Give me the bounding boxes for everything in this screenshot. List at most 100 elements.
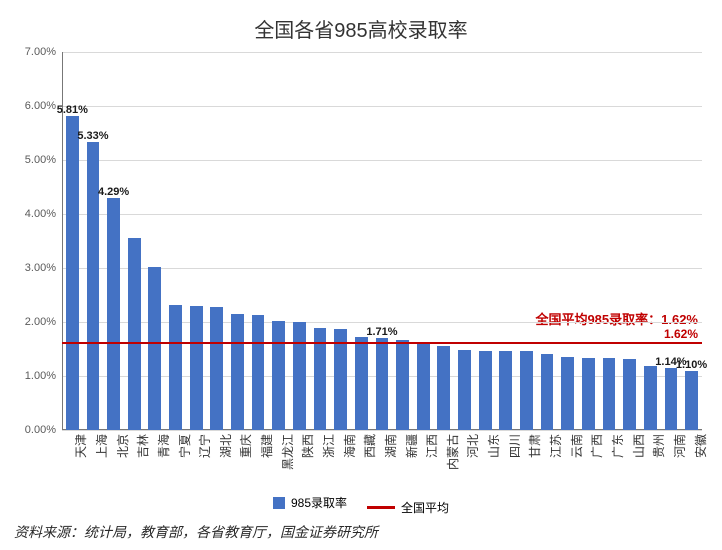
x-label-slot: 贵州 bbox=[640, 430, 661, 490]
bar-slot bbox=[578, 52, 599, 430]
y-tick-label: 6.00% bbox=[25, 100, 56, 112]
x-label-slot: 陕西 bbox=[289, 430, 310, 490]
bar-slot bbox=[413, 52, 434, 430]
x-label-slot: 云南 bbox=[557, 430, 578, 490]
bar-slot: 5.33% bbox=[83, 52, 104, 430]
x-label-slot: 辽宁 bbox=[186, 430, 207, 490]
x-label-slot: 山西 bbox=[619, 430, 640, 490]
x-label-slot: 江西 bbox=[413, 430, 434, 490]
y-tick-label: 0.00% bbox=[25, 424, 56, 436]
bar-slot bbox=[599, 52, 620, 430]
y-tick-label: 1.00% bbox=[25, 370, 56, 382]
bar bbox=[190, 306, 203, 430]
x-label-slot: 广东 bbox=[599, 430, 620, 490]
bar bbox=[231, 314, 244, 430]
plot-area: 5.81%5.33%4.29%1.71%1.14%1.10% 全国平均985录取… bbox=[62, 52, 702, 430]
gridline bbox=[62, 430, 702, 431]
bar-slot bbox=[495, 52, 516, 430]
bar-slot: 1.14% bbox=[661, 52, 682, 430]
x-label-slot: 内蒙古 bbox=[434, 430, 455, 490]
bar-slot bbox=[206, 52, 227, 430]
bar-slot bbox=[289, 52, 310, 430]
x-axis-labels: 天津上海北京吉林青海宁夏辽宁湖北重庆福建黑龙江陕西浙江海南西藏湖南新疆江西内蒙古… bbox=[62, 430, 702, 490]
x-label-slot: 四川 bbox=[495, 430, 516, 490]
bar bbox=[396, 340, 409, 430]
bar bbox=[128, 238, 141, 430]
bar-slot bbox=[330, 52, 351, 430]
bar-slot bbox=[557, 52, 578, 430]
bar-slot bbox=[124, 52, 145, 430]
x-label-slot: 安徽 bbox=[681, 430, 702, 490]
y-tick-label: 7.00% bbox=[25, 46, 56, 58]
bar bbox=[685, 371, 698, 430]
x-label-slot: 福建 bbox=[248, 430, 269, 490]
bar bbox=[293, 322, 306, 430]
chart-container: 全国各省985高校录取率 5.81%5.33%4.29%1.71%1.14%1.… bbox=[0, 0, 722, 550]
x-label-slot: 重庆 bbox=[227, 430, 248, 490]
bar bbox=[210, 307, 223, 430]
legend-item: 全国平均 bbox=[367, 499, 449, 516]
x-label-slot: 湖北 bbox=[206, 430, 227, 490]
bar bbox=[541, 354, 554, 430]
bar-slot bbox=[248, 52, 269, 430]
average-line bbox=[62, 342, 702, 344]
x-label-slot: 广西 bbox=[578, 430, 599, 490]
x-label-slot: 湖南 bbox=[372, 430, 393, 490]
bar-slot bbox=[186, 52, 207, 430]
source-citation: 资料来源：统计局，教育部，各省教育厅，国金证券研究所 bbox=[14, 522, 378, 542]
bar-slot bbox=[454, 52, 475, 430]
bar-slot: 1.10% bbox=[681, 52, 702, 430]
x-label-slot: 北京 bbox=[103, 430, 124, 490]
bar bbox=[169, 305, 182, 430]
x-label-slot: 河北 bbox=[454, 430, 475, 490]
bar bbox=[417, 343, 430, 430]
bar bbox=[644, 366, 657, 430]
bar bbox=[66, 116, 79, 430]
bar bbox=[334, 329, 347, 430]
y-tick-label: 3.00% bbox=[25, 262, 56, 274]
bar-slot bbox=[268, 52, 289, 430]
x-tick-label: 安徽 bbox=[692, 434, 709, 458]
bar bbox=[376, 338, 389, 430]
bar-slot: 4.29% bbox=[103, 52, 124, 430]
bar bbox=[582, 358, 595, 430]
bar-slot: 5.81% bbox=[62, 52, 83, 430]
x-label-slot: 山东 bbox=[475, 430, 496, 490]
bar-slot bbox=[310, 52, 331, 430]
bar bbox=[272, 321, 285, 430]
x-label-slot: 上海 bbox=[83, 430, 104, 490]
bar-slot bbox=[537, 52, 558, 430]
bar-slot bbox=[640, 52, 661, 430]
y-tick-label: 5.00% bbox=[25, 154, 56, 166]
x-label-slot: 海南 bbox=[330, 430, 351, 490]
bar bbox=[107, 198, 120, 430]
bar bbox=[148, 267, 161, 430]
x-label-slot: 河南 bbox=[661, 430, 682, 490]
bar bbox=[603, 358, 616, 430]
bar-slot bbox=[145, 52, 166, 430]
x-label-slot: 青海 bbox=[145, 430, 166, 490]
bar bbox=[479, 351, 492, 430]
bar bbox=[458, 350, 471, 430]
y-tick-label: 2.00% bbox=[25, 316, 56, 328]
legend-label: 985录取率 bbox=[291, 494, 347, 511]
y-tick-label: 4.00% bbox=[25, 208, 56, 220]
x-label-slot: 宁夏 bbox=[165, 430, 186, 490]
bar bbox=[520, 351, 533, 430]
x-label-slot: 黑龙江 bbox=[268, 430, 289, 490]
bar-value-label: 1.10% bbox=[676, 359, 707, 371]
chart-title: 全国各省985高校录取率 bbox=[0, 14, 722, 43]
x-label-slot: 浙江 bbox=[310, 430, 331, 490]
x-label-slot: 天津 bbox=[62, 430, 83, 490]
source-text: 统计局，教育部，各省教育厅，国金证券研究所 bbox=[84, 524, 378, 540]
bar-slot bbox=[392, 52, 413, 430]
bar bbox=[561, 357, 574, 430]
legend-label: 全国平均 bbox=[401, 499, 449, 516]
x-label-slot: 西藏 bbox=[351, 430, 372, 490]
bar-slot bbox=[351, 52, 372, 430]
bar-slot: 1.71% bbox=[372, 52, 393, 430]
x-label-slot: 江苏 bbox=[537, 430, 558, 490]
bar bbox=[665, 368, 678, 430]
bar-slot bbox=[619, 52, 640, 430]
x-label-slot: 甘肃 bbox=[516, 430, 537, 490]
